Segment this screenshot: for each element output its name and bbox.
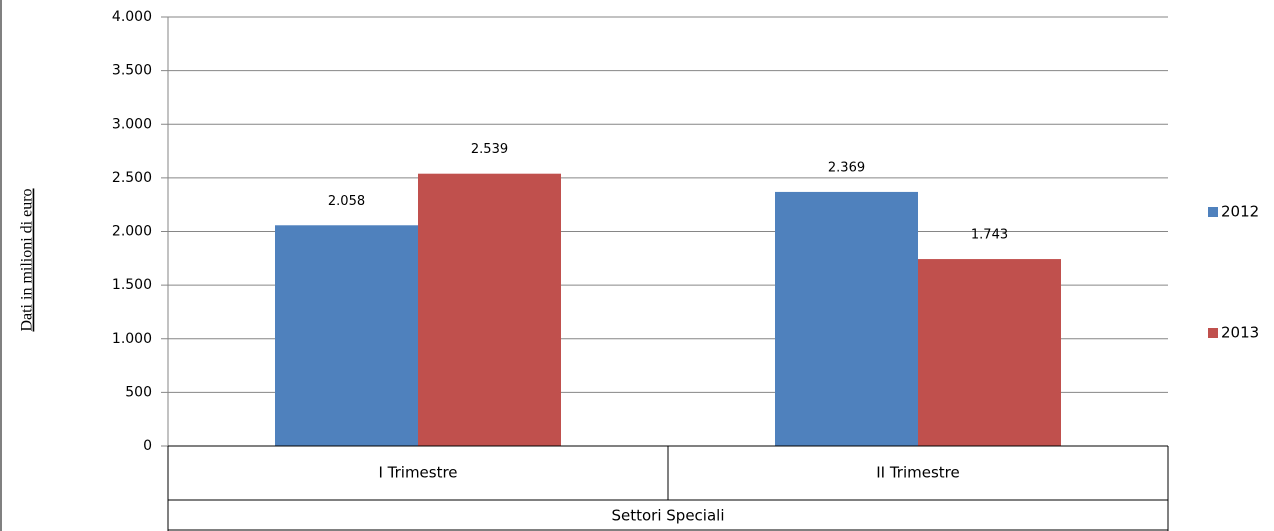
y-tick-label: 500 (125, 384, 152, 400)
legend-label: 2013 (1221, 324, 1259, 342)
data-label: 2.539 (471, 142, 508, 157)
y-tick-label: 0 (143, 438, 152, 454)
data-label: 1.743 (971, 228, 1008, 243)
group-label: Settori Speciali (611, 507, 724, 525)
data-label: 2.058 (328, 194, 365, 209)
y-tick-label: 1.000 (112, 331, 152, 347)
y-tick-label: 1.500 (112, 277, 152, 293)
x-tick-label: II Trimestre (876, 464, 960, 482)
y-tick-label: 3.000 (112, 116, 152, 132)
data-label: 2.369 (828, 160, 865, 175)
y-tick-label: 3.500 (112, 63, 152, 79)
y-tick-label: 2.000 (112, 224, 152, 240)
legend-swatch (1208, 328, 1218, 338)
y-tick-label: 2.500 (112, 170, 152, 186)
bar (418, 173, 561, 446)
y-axis-title: Dati in milioni di euro (19, 188, 36, 331)
bar (775, 191, 918, 446)
x-tick-label: I Trimestre (378, 464, 457, 482)
legend-swatch (1208, 207, 1218, 217)
y-tick-label: 4.000 (112, 9, 152, 25)
bar (275, 225, 418, 446)
legend-label: 2012 (1221, 203, 1259, 221)
bar (918, 259, 1061, 446)
